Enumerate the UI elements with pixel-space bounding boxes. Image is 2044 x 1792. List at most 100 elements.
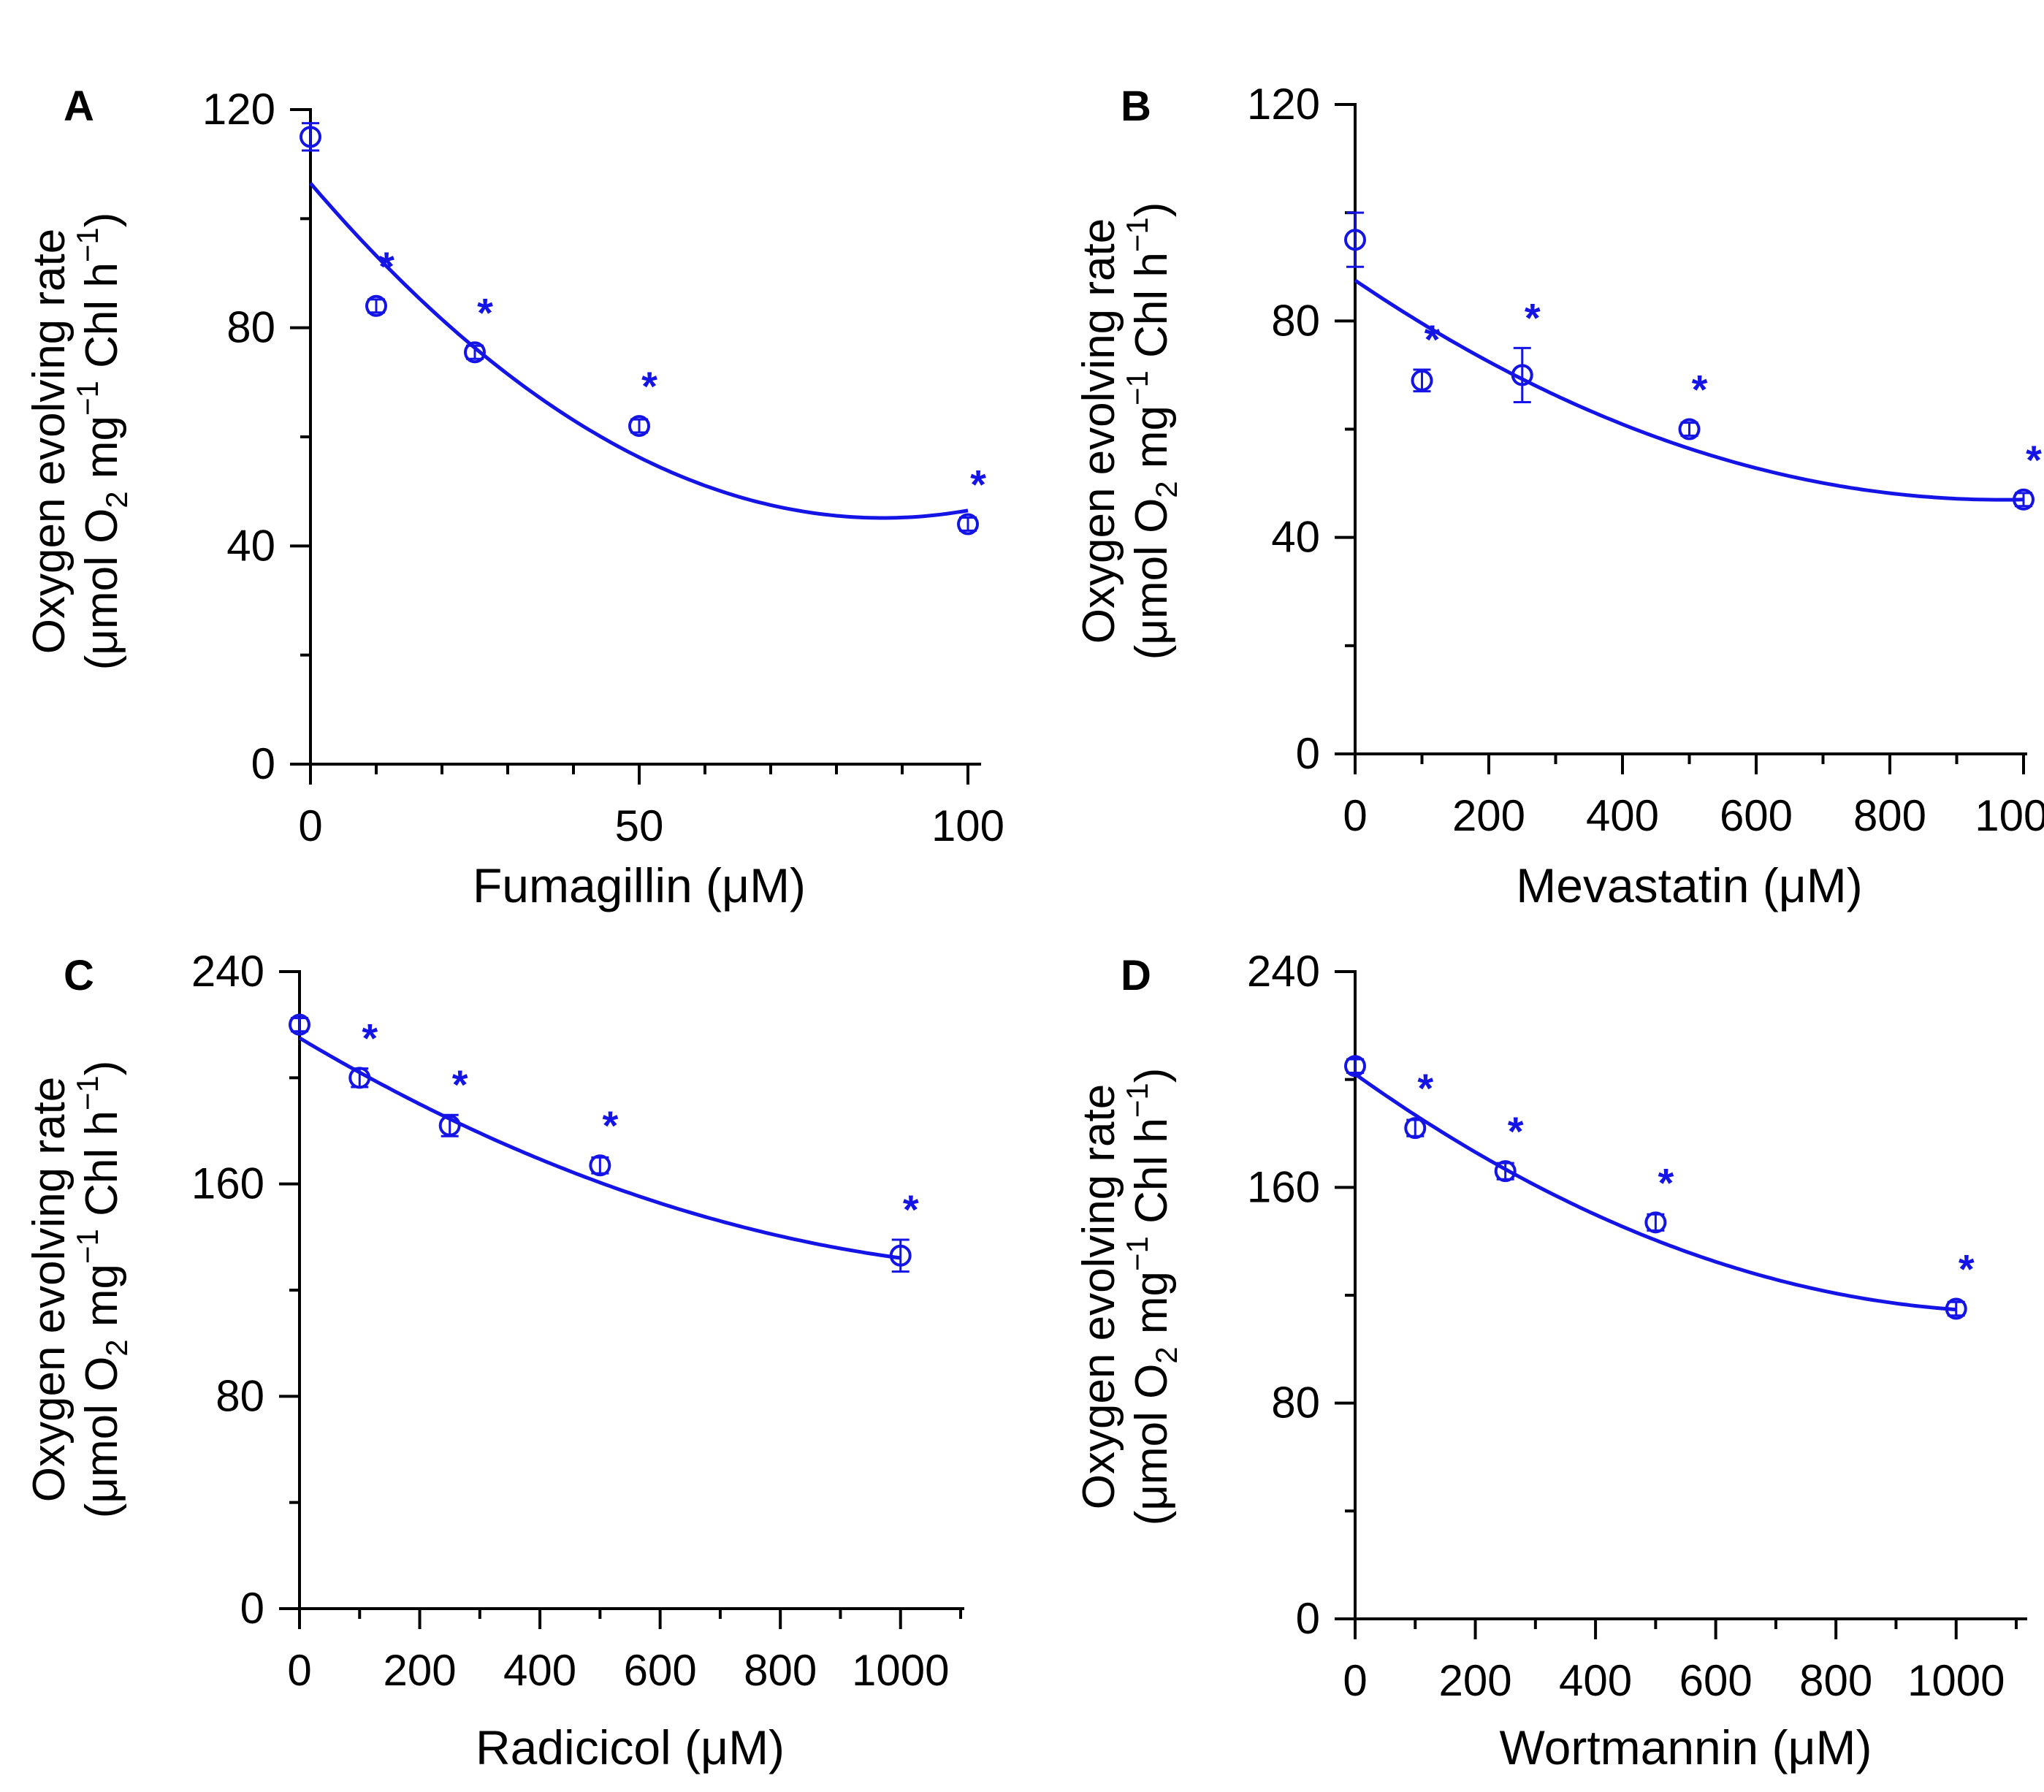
subscript: 2 — [99, 491, 134, 508]
x-tick-label: 1000 — [1975, 791, 2044, 840]
significance-asterisk: * — [1692, 367, 1708, 413]
y-tick-label: 160 — [1247, 1162, 1320, 1211]
significance-asterisk: * — [1508, 1108, 1524, 1154]
x-axis-label: Wortmannin (μM) — [1500, 1720, 1872, 1774]
x-tick-label: 600 — [624, 1646, 697, 1695]
data-point — [300, 126, 321, 148]
label-part: ) — [1126, 1068, 1177, 1083]
data-point — [1411, 369, 1433, 392]
x-tick-label: 800 — [1853, 791, 1926, 840]
label-part: ) — [77, 1061, 127, 1076]
x-axis-label: Mevastatin (μM) — [1516, 858, 1862, 912]
significance-asterisk: * — [1425, 316, 1441, 362]
significance-asterisk: * — [1525, 294, 1541, 340]
data-point — [1494, 1160, 1517, 1183]
fit-curve — [298, 1036, 901, 1260]
label-part: ) — [1126, 202, 1177, 218]
x-tick-label: 400 — [1586, 791, 1659, 840]
superscript: −1 — [70, 381, 104, 416]
y-tick-label: 80 — [226, 303, 275, 352]
data-point — [889, 1244, 912, 1267]
superscript: −1 — [1120, 1083, 1154, 1118]
subscript: 2 — [1149, 481, 1183, 497]
y-tick-label: 80 — [216, 1371, 264, 1420]
superscript: −1 — [70, 1075, 104, 1110]
panel-label: C — [64, 952, 94, 999]
y-tick-label: 240 — [1247, 947, 1320, 996]
x-tick-label: 100 — [931, 801, 1004, 850]
superscript: −1 — [1120, 217, 1154, 252]
data-point — [1644, 1211, 1667, 1234]
label-part: Chl h — [1126, 1118, 1177, 1236]
x-tick-label: 200 — [1452, 791, 1525, 840]
x-tick-label: 400 — [1559, 1656, 1632, 1705]
significance-asterisk: * — [970, 461, 986, 507]
y-tick-label: 0 — [240, 1584, 264, 1633]
x-tick-label: 1000 — [1907, 1656, 2005, 1705]
fit-curve — [1354, 1072, 1956, 1312]
y-axis-label-line1: Oxygen evolving rate — [24, 1077, 75, 1502]
y-axis-label: Oxygen evolving rate (μmol O2 mg−1 Chl h−… — [24, 1061, 134, 1519]
significance-asterisk: * — [452, 1061, 468, 1107]
label-part: mg — [1126, 405, 1177, 481]
x-tick-label: 0 — [1343, 791, 1367, 840]
y-tick-label: 80 — [1271, 1379, 1320, 1427]
x-tick-label: 0 — [1343, 1656, 1367, 1705]
data-point — [1945, 1297, 1967, 1320]
superscript: −1 — [1120, 370, 1154, 405]
significance-asterisk: * — [477, 289, 493, 335]
y-tick-label: 0 — [1296, 729, 1320, 778]
y-axis-label-line1: Oxygen evolving rate — [1074, 1084, 1124, 1509]
x-tick-label: 600 — [1679, 1656, 1753, 1705]
label-part: mg — [77, 416, 127, 491]
significance-asterisk: * — [378, 243, 394, 289]
y-axis-label-line2: (μmol O2 mg−1 Chl h−1) — [70, 213, 134, 671]
x-tick-label: 0 — [298, 801, 322, 850]
label-part: (μmol O — [77, 1357, 127, 1519]
fit-curve — [309, 182, 969, 520]
data-point — [589, 1154, 611, 1177]
y-tick-label: 120 — [1247, 80, 1320, 129]
data-point — [348, 1067, 371, 1089]
panel-label: A — [64, 83, 94, 130]
panel-b: B 0 40 80 120 0 200 400 600 800 1000 Mevastatin (μM… — [1074, 80, 2044, 912]
significance-asterisk: * — [602, 1102, 618, 1148]
significance-asterisk: * — [1959, 1246, 1975, 1292]
y-tick-label: 40 — [226, 521, 275, 570]
x-tick-label: 0 — [287, 1646, 311, 1695]
significance-asterisk: * — [903, 1186, 919, 1232]
significance-asterisk: * — [362, 1015, 378, 1061]
data-point — [1511, 364, 1533, 386]
x-tick-label: 200 — [383, 1646, 456, 1695]
x-tick-label: 200 — [1438, 1656, 1511, 1705]
y-axis-label-line2: (μmol O2 mg−1 Chl h−1) — [1120, 1068, 1183, 1526]
y-tick-label: 0 — [1296, 1594, 1320, 1643]
significance-asterisk: * — [1658, 1159, 1674, 1205]
y-tick-label: 240 — [191, 947, 264, 996]
y-axis-label: Oxygen evolving rate (μmol O2 mg−1 Chl h−… — [1074, 1068, 1183, 1526]
fit-curve — [1354, 278, 2024, 502]
y-axis-label: Oxygen evolving rate (μmol O2 mg−1 Chl h−… — [24, 213, 134, 671]
data-point — [2013, 488, 2035, 511]
y-tick-label: 0 — [251, 739, 275, 788]
label-part: ) — [77, 213, 127, 228]
subscript: 2 — [1149, 1346, 1183, 1363]
data-point — [628, 415, 650, 438]
superscript: −1 — [70, 227, 104, 262]
panel-label: B — [1121, 83, 1151, 130]
label-part: (μmol O — [1126, 1364, 1177, 1526]
data-point — [1404, 1117, 1427, 1140]
x-tick-label: 1000 — [852, 1646, 949, 1695]
y-tick-label: 40 — [1271, 513, 1320, 562]
panel-d: D 0 80 160 240 0 200 400 600 800 1000 Wortmannin (μ… — [1074, 947, 2027, 1774]
panel-c: C 0 80 160 240 0 200 400 600 800 1000 Radicicol (μM… — [24, 947, 964, 1774]
data-point — [1344, 1055, 1366, 1078]
label-part: mg — [77, 1264, 127, 1339]
data-point — [957, 513, 979, 535]
y-axis-label: Oxygen evolving rate (μmol O2 mg−1 Chl h−… — [1074, 202, 1183, 660]
x-tick-label: 800 — [1799, 1656, 1872, 1705]
data-point — [438, 1114, 461, 1137]
significance-asterisk: * — [2026, 437, 2042, 483]
x-axis-label: Radicicol (μM) — [476, 1720, 785, 1774]
